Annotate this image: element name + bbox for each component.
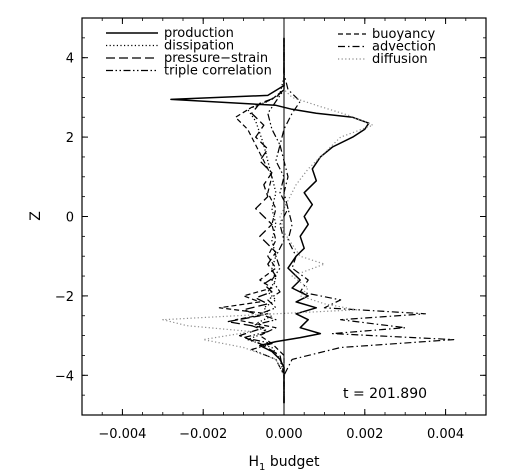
legend-label-0: production	[164, 26, 234, 41]
x-axis-label-rest: budget	[265, 454, 320, 470]
series-line-3	[243, 37, 289, 404]
x-tick-label: −0.004	[98, 427, 146, 442]
series-line-0	[170, 37, 370, 404]
time-annotation: t = 201.890	[343, 386, 427, 402]
legend-label-2: pressure−strain	[164, 51, 268, 66]
axes-layer: −0.004 −0.002 0.000 0.002 0.004 −4 −2 0 2 4	[55, 17, 487, 442]
legend-label-1: dissipation	[164, 39, 234, 54]
x-tick-label: 0.002	[346, 427, 383, 442]
x-axis-label: H1 budget	[249, 454, 321, 473]
series-line-2	[226, 37, 285, 404]
y-tick-label: 2	[66, 131, 74, 146]
y-tick-label: 0	[66, 211, 74, 226]
legend: productiondissipationpressure−straintrip…	[106, 26, 436, 79]
legend-label-6: diffusion	[372, 52, 428, 67]
x-tick-label: 0.000	[265, 427, 302, 442]
x-tick-label: 0.004	[427, 427, 464, 442]
y-tick-label: −4	[55, 369, 74, 384]
series-line-6	[162, 37, 374, 404]
x-tick-label: −0.002	[179, 427, 227, 442]
x-axis-label-subscript: 1	[259, 462, 265, 473]
legend-label-5: advection	[372, 40, 436, 55]
y-tick-label: −2	[55, 290, 74, 305]
series-line-1	[246, 37, 285, 404]
y-tick-label: 4	[66, 52, 74, 67]
legend-label-4: buoyancy	[372, 27, 435, 42]
y-axis-label: Z	[28, 211, 44, 221]
series-layer	[162, 37, 455, 404]
legend-label-3: triple correlation	[164, 64, 272, 79]
x-axis-label-main: H	[249, 454, 260, 470]
series-line-5	[279, 37, 455, 404]
series-line-4	[218, 37, 285, 404]
